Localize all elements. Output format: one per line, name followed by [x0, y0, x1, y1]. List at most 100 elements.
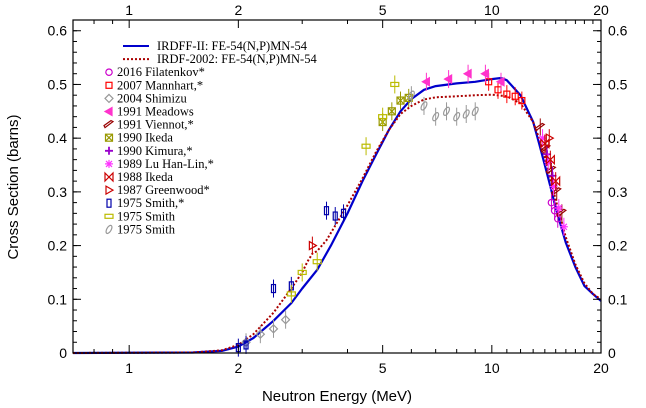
data-point-2004-shimizu [280, 314, 291, 325]
x-tick-label-top: 1 [125, 2, 133, 18]
legend-marker-1988-ikeda [104, 171, 114, 183]
y-tick-label-right: 0.3 [608, 184, 628, 200]
x-tick-label-bottom: 2 [234, 360, 242, 376]
legend-marker-2007-mannhart [105, 81, 113, 89]
legend-marker-1987-greenwood [105, 185, 115, 196]
data-point-1988-ikeda [545, 154, 555, 166]
legend-label-1975-smith: 1975 Smith [117, 209, 176, 223]
data-point-1991-viennot [556, 208, 568, 218]
legend-label-2004-shimizu: 2004 Shimizu [117, 91, 188, 105]
y-tick-label-left: 0 [59, 345, 67, 361]
data-point-1990-ikeda-box [396, 96, 405, 105]
data-point-1991-meadows [421, 76, 430, 87]
legend-marker-2016-filatenkov [105, 68, 113, 77]
x-tick-label-bottom: 1 [125, 360, 133, 376]
data-point-1975-smith [340, 208, 347, 218]
x-tick-label-bottom: 20 [593, 360, 609, 376]
legend-label-irdf-2002-fe-54-n-p-mn-54: IRDF-2002: FE-54(N,P)MN-54 [157, 52, 317, 66]
x-axis-title: Neutron Energy (MeV) [262, 388, 412, 405]
x-tick-label-top: 10 [484, 2, 500, 18]
data-point-1990-ikeda-box [387, 107, 396, 116]
data-point-1987-greenwood [545, 133, 555, 144]
y-tick-label-left: 0.6 [48, 23, 68, 39]
x-tick-label-top: 5 [379, 2, 387, 18]
legend-marker-1991-meadows [103, 106, 113, 117]
data-point-1975-smith [361, 143, 371, 149]
data-point-1990-ikeda-cross [387, 107, 396, 116]
legend-marker-2004-shimizu [104, 93, 114, 104]
data-point-1975-smith [378, 114, 388, 120]
y-tick-label-left: 0.3 [48, 184, 68, 200]
legend-marker-1989-lu-han-lin [105, 159, 113, 168]
data-point-1975-smith [243, 340, 249, 350]
legend-marker-1991-viennot [103, 119, 115, 129]
series-line-irdff-ii-fe-54-n-p-mn-54 [72, 76, 602, 355]
data-point-1991-meadows [480, 68, 490, 79]
legend-marker-1990-ikeda-cross [105, 133, 113, 142]
y-tick-label-left: 0.5 [48, 76, 68, 92]
data-point-1989-lu-han-lin [538, 134, 547, 143]
data-point-1990-ikeda [387, 107, 396, 116]
y-tick-label-right: 0.2 [608, 238, 628, 254]
data-point-1989-lu-han-lin [554, 203, 563, 212]
data-point-1975-smith [323, 206, 330, 216]
y-tick-label-right: 0.5 [608, 76, 628, 92]
data-point-1991-meadows [462, 68, 472, 79]
data-point-1975-smith [432, 112, 440, 122]
data-point-1975-smith [332, 211, 338, 221]
legend-label-irdff-ii-fe-54-n-p-mn-54: IRDFF-II: FE-54(N,P)MN-54 [157, 39, 308, 53]
legend-marker-1975-smith [104, 213, 114, 219]
x-tick-label-top: 20 [593, 2, 609, 18]
data-point-1975-smith [420, 101, 428, 111]
data-point-2004-shimizu [255, 329, 266, 340]
data-point-1975-smith [286, 291, 296, 297]
legend-marker-1975-smith [105, 224, 113, 235]
legend-label-2016-filatenkov: 2016 Filatenkov* [117, 65, 205, 79]
data-point-2007-mannhart [511, 92, 519, 100]
plot-data-layer [72, 64, 602, 357]
y-axis-title: Cross Section (barns) [5, 114, 22, 259]
data-point-1975-smith [297, 269, 307, 276]
legend-label-1990-ikeda: 1990 Ikeda [117, 131, 173, 145]
data-point-1975-smith [462, 109, 470, 119]
legend-label-1987-greenwood: 1987 Greenwood* [117, 183, 210, 197]
x-tick-label-bottom: 10 [484, 360, 500, 376]
legend-marker-1990-kimura [105, 146, 113, 155]
data-point-1975-smith [442, 106, 451, 116]
data-point-1975-smith [390, 81, 400, 88]
legend-label-2007-mannhart: 2007 Mannhart,* [117, 78, 203, 92]
y-tick-label-right: 0.1 [608, 291, 628, 307]
y-tick-label-left: 0.1 [48, 291, 68, 307]
legend-label-1975-smith: 1975 Smith,* [117, 196, 184, 210]
data-point-1991-meadows [495, 76, 505, 87]
data-point-1991-viennot [534, 122, 546, 132]
y-tick-label-right: 0 [608, 345, 616, 361]
data-point-1975-smith [471, 106, 479, 116]
legend-label-1991-viennot: 1991 Viennot,* [117, 118, 194, 132]
legend-label-1990-kimura: 1990 Kimura,* [117, 144, 193, 158]
data-point-1991-viennot [550, 187, 562, 196]
data-point-1975-smith [407, 90, 415, 100]
y-tick-label-left: 0.4 [48, 130, 68, 146]
data-point-1991-meadows [443, 74, 453, 85]
legend-marker-1990-ikeda [104, 133, 114, 142]
x-tick-label-top: 2 [234, 2, 242, 18]
data-point-1989-lu-han-lin [549, 182, 558, 191]
y-tick-label-right: 0.6 [608, 23, 628, 39]
legend-label-1988-ikeda: 1988 Ikeda [117, 170, 173, 184]
data-point-1975-smith [453, 112, 461, 122]
data-point-1987-greenwood [308, 240, 318, 251]
data-point-1990-ikeda-cross [396, 96, 405, 105]
data-point-1988-ikeda [551, 175, 561, 187]
data-point-2004-shimizu [268, 323, 279, 334]
legend-label-1991-meadows: 1991 Meadows [117, 105, 194, 119]
data-point-1989-lu-han-lin [559, 222, 568, 231]
data-point-2007-mannhart [518, 96, 526, 105]
legend-marker-1975-smith [106, 198, 112, 208]
y-tick-label-right: 0.4 [608, 130, 628, 146]
data-point-1990-ikeda [396, 96, 405, 105]
